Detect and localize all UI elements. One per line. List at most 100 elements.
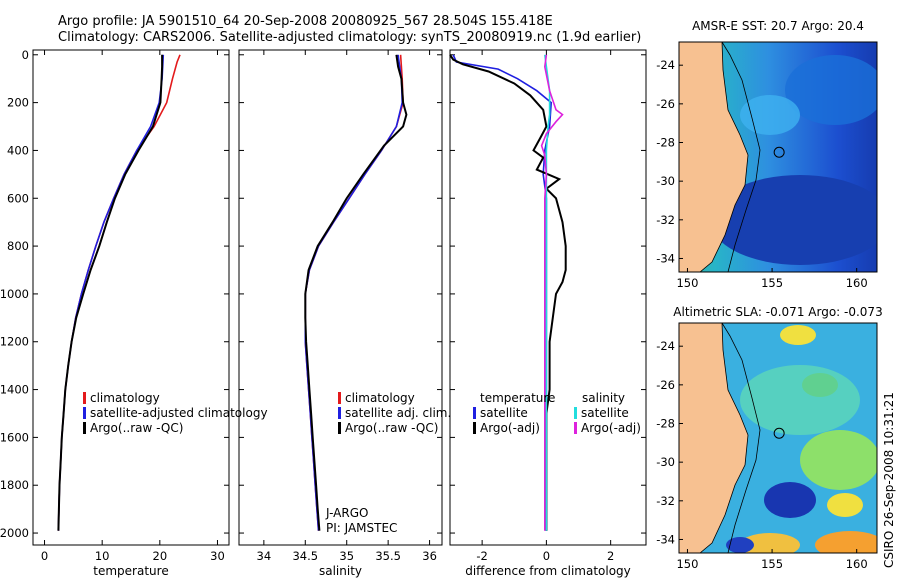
temp-xtick-label: 30 [210,549,225,563]
salinity-panel: 34 34.5 35 35.5 36 salinity [238,49,443,578]
temp-legend-0-swatch [83,392,86,404]
sla-land [679,323,749,553]
temperature-axes-frame [32,49,230,546]
temp-legend-1-swatch [83,407,86,419]
sal-xtick-label: 35.5 [375,549,401,563]
temp-ytick-label: 0 [22,48,29,62]
temp-legend-0-label: climatology [90,391,160,405]
temp-ytick-label: 1600 [0,430,29,444]
sal-xtick-label: 35 [339,549,354,563]
temp-xtick-label: 20 [153,549,168,563]
sla-map: Altimetric SLA: -0.071 Argo: -0.073 150 1… [656,305,883,571]
temp-ytick-label: 1400 [0,383,29,397]
temp-ytick-label: 1000 [0,287,29,301]
timestamp-label: CSIRO 26-Sep-2008 10:31:21 [882,392,896,568]
sst-ytick-label: -34 [656,251,675,265]
temp-ytick-label: 400 [7,143,29,157]
sla-xtick-label: 155 [761,557,783,571]
diff-legend-title-salinity: salinity [582,391,625,405]
diff-legend-1-label: Argo(-adj) [480,421,540,435]
sla-map-title: Altimetric SLA: -0.071 Argo: -0.073 [673,305,882,319]
sla-low-b [726,537,754,553]
sla-high-c [740,533,800,553]
sst-warm-eddy [740,95,800,135]
sst-map: AMSR-E SST: 20.7 Argo: 20.4 150 155 160 -24… [656,19,878,290]
sst-map-title: AMSR-E SST: 20.7 Argo: 20.4 [692,19,864,33]
diff-legend-3-label: Argo(-adj) [581,421,641,435]
sla-map-frame [678,322,878,554]
diff-xtick-label: -2 [476,549,487,563]
sst-shelf-contour [721,42,761,272]
diff-legend-3-swatch [574,422,577,434]
sla-ytick-label: -24 [656,339,675,353]
sla-ytick-label: -30 [656,455,675,469]
sla-float-marker [773,427,785,439]
temperature-panel: 0 10 20 30 0 200 400 600 800 1000 1200 1400 1600 1800… [0,48,230,578]
temp-ytick-label: 200 [7,96,29,110]
sal-series-line-2 [304,54,408,531]
sla-ytick-label: -34 [656,532,675,546]
temp-legend-1-label: satellite-adjusted climatology [90,406,268,420]
temp-ytick-label: 1200 [0,335,29,349]
diff-legend-2-label: satellite [581,406,629,420]
sal-xtick-label: 34.5 [292,549,318,563]
sla-shelf-contour [721,323,761,553]
sst-ytick-label: -28 [656,136,675,150]
sal-annotation-line1: J-ARGO [325,506,368,520]
sst-map-frame [678,41,878,273]
sla-ytick-label: -32 [656,494,675,508]
temp-xlabel: temperature [93,564,168,578]
sst-cool-patch [785,55,877,125]
diff-xlabel: difference from climatology [465,564,631,578]
sla-ytick-label: -28 [656,417,675,431]
sst-float-marker [773,146,785,158]
figure-title-line2: Climatology: CARS2006. Satellite-adjuste… [58,30,642,45]
figure-title-line1: Argo profile: JA 5901510_64 20-Sep-2008 … [58,14,553,29]
sst-ytick-label: -32 [656,213,675,227]
sla-high-b [815,531,877,553]
sst-xtick-label: 160 [846,276,868,290]
temp-ytick-label: 600 [7,191,29,205]
sst-xtick-label: 155 [761,276,783,290]
diff-legend-0-swatch [473,407,476,419]
diff-series-line-3 [540,54,564,531]
sal-xtick-label: 36 [422,549,437,563]
sla-patch-a [740,365,860,435]
sal-legend-2-swatch [338,422,341,434]
sla-patch-c [780,325,816,345]
sal-legend-2-label: Argo(..raw -QC) [345,421,438,435]
temp-xtick-label: 0 [41,549,48,563]
sst-ytick-label: -24 [656,58,675,72]
diff-legend-0-label: satellite [480,406,528,420]
temp-series-line-2 [57,54,164,531]
temp-ytick-label: 1800 [0,478,29,492]
sla-ytick-label: -26 [656,378,675,392]
sla-xtick-label: 160 [846,557,868,571]
sla-xtick-label: 150 [676,557,698,571]
temp-legend-2-label: Argo(..raw -QC) [90,421,183,435]
sal-annotation-line2: PI: JAMSTEC [326,521,397,535]
temp-ytick-label: 800 [7,239,29,253]
sst-ytick-label: -30 [656,174,675,188]
sst-ytick-label: -26 [656,97,675,111]
sla-high-a [827,493,863,517]
diff-xtick-label: 2 [607,549,614,563]
diff-legend-2-swatch [574,407,577,419]
sal-legend-0-swatch [338,392,341,404]
diff-legend-1-swatch [473,422,476,434]
sla-low [764,482,816,518]
sal-legend-1-swatch [338,407,341,419]
sal-legend-0-label: climatology [345,391,415,405]
temp-ytick-label: 2000 [0,526,29,540]
sla-patch-b [800,430,877,490]
temp-xtick-label: 10 [95,549,110,563]
sal-legend-1-label: satellite adj. clim. [345,406,451,420]
sst-land [679,42,749,272]
temp-legend-2-swatch [83,422,86,434]
sla-patch-d [802,373,838,397]
salinity-axes-frame [238,49,443,546]
diff-legend-title-temperature: temperature [480,391,555,405]
sst-cold-patch [710,175,877,265]
